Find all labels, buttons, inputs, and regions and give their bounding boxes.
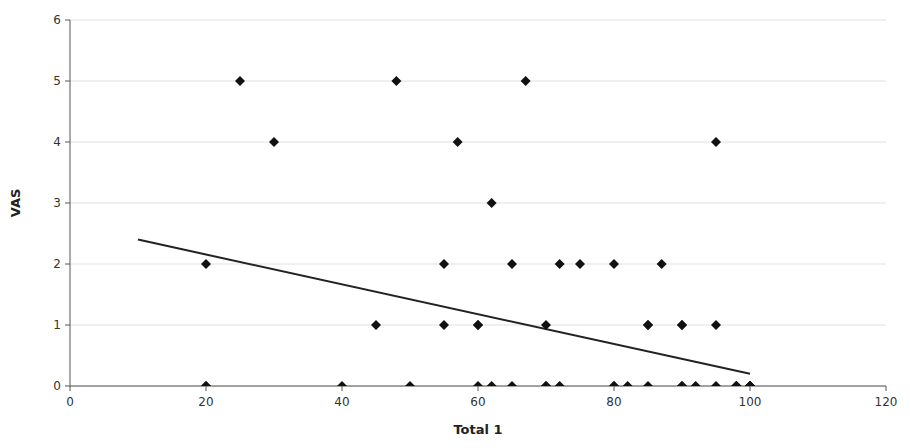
scatter-point (555, 381, 565, 386)
scatter-point (609, 381, 619, 386)
grid-line (70, 264, 886, 265)
x-tick-label: 20 (198, 395, 213, 409)
scatter-point (269, 137, 279, 147)
x-axis-label: Total 1 (453, 422, 502, 437)
scatter-point (391, 76, 401, 86)
y-tick (65, 325, 70, 326)
x-tick-label: 60 (470, 395, 485, 409)
scatter-point (731, 381, 741, 386)
x-tick-label: 100 (739, 395, 762, 409)
scatter-point (473, 320, 483, 330)
scatter-point (473, 381, 483, 386)
y-tick (65, 203, 70, 204)
scatter-point (201, 259, 211, 269)
x-tick-label: 80 (606, 395, 621, 409)
x-tick (342, 386, 343, 391)
scatter-point (609, 381, 619, 386)
scatter-point (677, 381, 687, 386)
scatter-point (711, 320, 721, 330)
scatter-point (487, 381, 497, 386)
x-tick (886, 386, 887, 391)
regression-line (138, 240, 750, 374)
scatter-point (337, 381, 347, 386)
grid-line (70, 203, 886, 204)
scatter-point (711, 381, 721, 386)
scatter-point (745, 381, 755, 386)
scatter-point (473, 320, 483, 330)
scatter-point (643, 320, 653, 330)
x-tick-label: 40 (334, 395, 349, 409)
grid-line (70, 20, 886, 21)
y-tick-label: 2 (53, 257, 61, 271)
scatter-point (439, 259, 449, 269)
scatter-point (453, 137, 463, 147)
scatter-point (711, 137, 721, 147)
y-tick (65, 20, 70, 21)
chart: 0 20 40 60 80 100 120 0 1 2 3 4 5 6 Total 1 VAS (0, 0, 910, 448)
scatter-point (201, 381, 211, 386)
scatter-point (555, 259, 565, 269)
scatter-point (201, 381, 211, 386)
y-tick-label: 4 (53, 135, 61, 149)
y-tick (65, 142, 70, 143)
scatter-point (439, 320, 449, 330)
ticks: 0 20 40 60 80 100 120 0 1 2 3 4 5 6 (53, 13, 897, 409)
x-tick (614, 386, 615, 391)
scatter-point (643, 381, 653, 386)
x-tick-label: 120 (875, 395, 898, 409)
scatter-point (609, 259, 619, 269)
scatter-point (731, 381, 741, 386)
scatter-point (541, 381, 551, 386)
scatter-point (745, 381, 755, 386)
x-tick (206, 386, 207, 391)
scatter-point (677, 320, 687, 330)
scatter-point (745, 381, 755, 386)
y-tick (65, 81, 70, 82)
scatter-point (371, 320, 381, 330)
scatter-point (677, 320, 687, 330)
scatter-point (677, 381, 687, 386)
x-tick (478, 386, 479, 391)
scatter-point (731, 381, 741, 386)
scatter-point (541, 381, 551, 386)
scatter-point (507, 259, 517, 269)
scatter-point (745, 381, 755, 386)
x-tick (70, 386, 71, 391)
scatter-point (657, 259, 667, 269)
scatter-point (405, 381, 415, 386)
scatter-point (623, 381, 633, 386)
grid-line (70, 81, 886, 82)
y-tick-label: 5 (53, 74, 61, 88)
grid (70, 20, 886, 386)
scatter-point (643, 320, 653, 330)
scatter-point (745, 381, 755, 386)
scatter-point (507, 381, 517, 386)
scatter-point (521, 76, 531, 86)
x-tick-label: 0 (66, 395, 74, 409)
scatter-point (235, 76, 245, 86)
scatter-point (731, 381, 741, 386)
scatter-point (541, 320, 551, 330)
y-tick-label: 3 (53, 196, 61, 210)
y-axis-label: VAS (8, 189, 23, 218)
scatter-point (691, 381, 701, 386)
grid-line (70, 142, 886, 143)
plot-area (138, 76, 755, 386)
y-tick-label: 6 (53, 13, 61, 27)
y-tick-label: 0 (53, 379, 61, 393)
y-tick (65, 264, 70, 265)
scatter-point (487, 198, 497, 208)
y-tick (65, 386, 70, 387)
y-tick-label: 1 (53, 318, 61, 332)
x-tick (750, 386, 751, 391)
scatter-point (575, 259, 585, 269)
scatter-point (745, 381, 755, 386)
